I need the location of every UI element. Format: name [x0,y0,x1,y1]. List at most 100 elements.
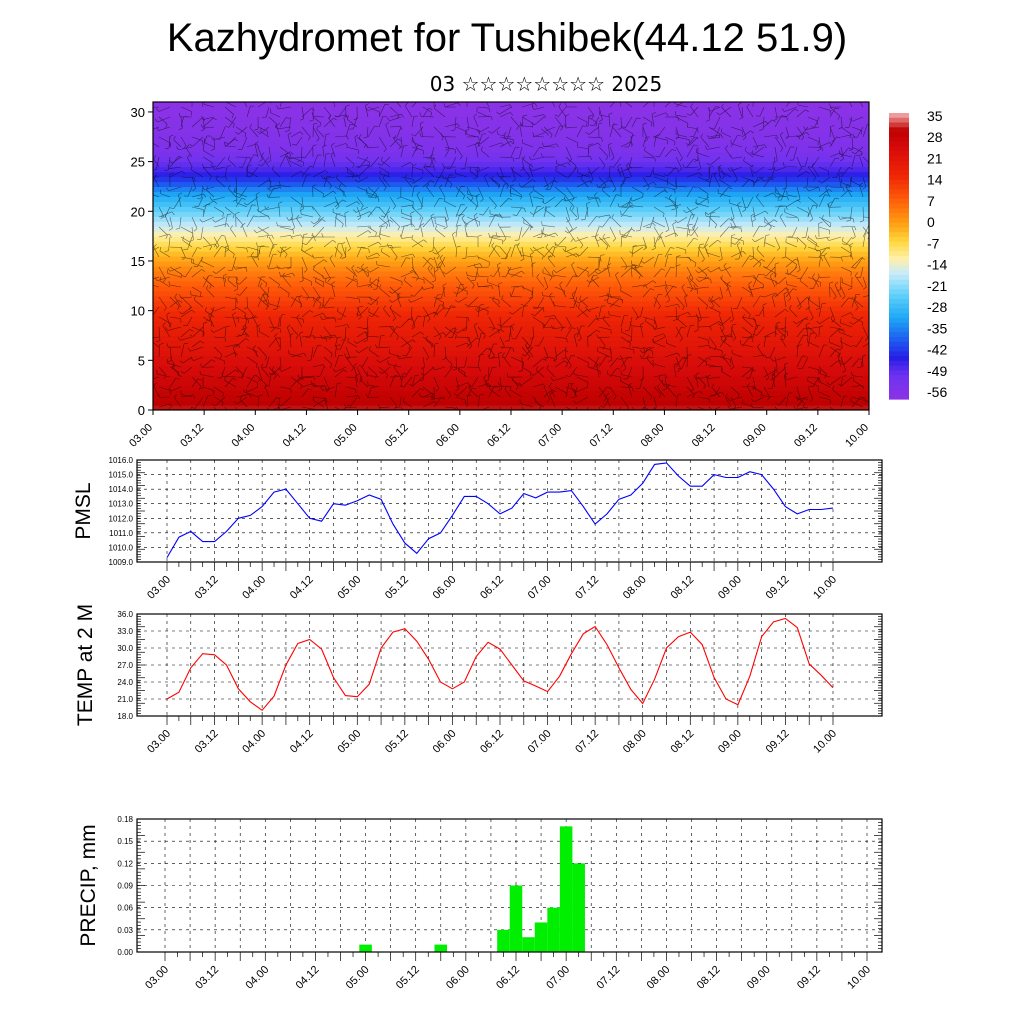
wind-barb [533,366,545,376]
wind-barb [439,187,446,198]
wind-barb-flag [706,135,710,139]
wind-barb-flag [567,162,571,166]
wind-barb [609,194,617,208]
wind-barb [257,179,269,188]
wind-barb-flag [160,215,164,220]
wind-barb-flag [720,275,723,280]
wind-barb-flag [278,201,283,204]
wind-barb-flag [232,123,235,128]
wind-barb-flag [862,186,867,190]
wind-barb [355,206,369,213]
wind-barb [367,396,380,399]
wind-barb-flag [542,323,545,328]
wind-barb [464,225,468,238]
wind-barb [510,356,524,363]
wind-barb-flag [312,396,315,401]
wind-barb [477,354,481,368]
wind-barb [620,267,632,278]
wind-barb [840,322,853,328]
chart-subtitle: 03 ☆☆☆☆☆☆☆☆ 2025 [429,72,663,96]
wind-barb-flag [608,359,613,362]
colorbar-swatch [889,184,909,190]
wind-barb [828,203,831,218]
wind-barb-flag [352,164,355,168]
wind-barb-flag [394,405,397,410]
wind-barb-flag [256,324,261,327]
wind-barb-flag [612,188,617,193]
wind-barb [234,191,248,198]
wind-barb-flag [762,303,767,306]
wind-barb-flag [548,92,551,95]
wind-barb-flag [775,292,779,297]
wind-barb [856,336,864,347]
wind-barb-flag [565,246,567,251]
wind-barb [576,206,579,219]
wind-barb-flag [210,136,214,141]
wind-barb-flag [829,103,831,108]
wind-barb-flag [601,186,604,191]
wind-barb [455,396,466,401]
wind-barb [840,116,843,128]
wind-barb [156,373,171,378]
wind-barb [180,343,185,358]
wind-barb [170,266,182,272]
wind-barb-flag [289,217,294,221]
wind-barb-flag [549,277,553,281]
wind-barb-flag [737,241,741,245]
wind-barb [401,212,413,218]
wind-barb-flag [226,223,230,228]
wind-barb [334,345,337,358]
wind-barb-flag [299,331,304,334]
wind-barb [312,336,326,338]
wind-barb-flag [598,111,601,116]
wind-barb-flag [211,165,215,170]
wind-barb [532,246,545,252]
wind-barb-flag [525,342,529,346]
wind-barb [829,106,840,117]
wind-barb-flag [591,275,594,279]
wind-barb [400,406,404,410]
wind-barb [455,173,468,178]
wind-barb-flag [546,364,549,369]
wind-barb [741,306,751,315]
wind-barb [341,306,347,320]
wind-barb-flag [759,263,762,268]
wind-barb [477,256,490,263]
wind-barb [829,406,835,410]
wind-barb-flag [874,218,875,222]
wind-barb-flag [534,103,538,107]
wind-barb-flag [595,363,598,368]
y-tick-label: 0 [138,403,145,418]
wind-barb [752,256,762,264]
wind-barb-flag [619,354,622,359]
wind-barb-flag [440,132,443,137]
wind-barb-flag [687,312,691,316]
wind-barb [708,239,718,248]
wind-barb-flag [475,206,478,211]
wind-barb-flag [243,202,248,206]
wind-barb [808,299,820,308]
wind-barb [256,326,259,338]
wind-barb-flag [829,281,834,284]
wind-barb [290,296,302,304]
heatmap-band [153,375,869,381]
wind-barb-flag [224,337,227,342]
wind-barb [198,196,204,207]
wind-barb [499,141,511,148]
wind-barb [180,226,194,234]
colorbar-swatch [889,251,909,257]
wind-barb-flag [329,255,333,259]
wind-barb [241,326,248,336]
wind-barb [607,374,622,378]
wind-barb [791,226,798,238]
wind-barb [191,286,202,293]
wind-barb-flag [554,241,557,246]
wind-barb-flag [728,226,733,229]
wind-barb-flag [677,116,680,121]
wind-barb [664,136,676,142]
wind-barb-flag [300,118,304,121]
wind-barb [322,386,336,391]
wind-barb [642,346,653,352]
heatmap-band [153,126,869,133]
